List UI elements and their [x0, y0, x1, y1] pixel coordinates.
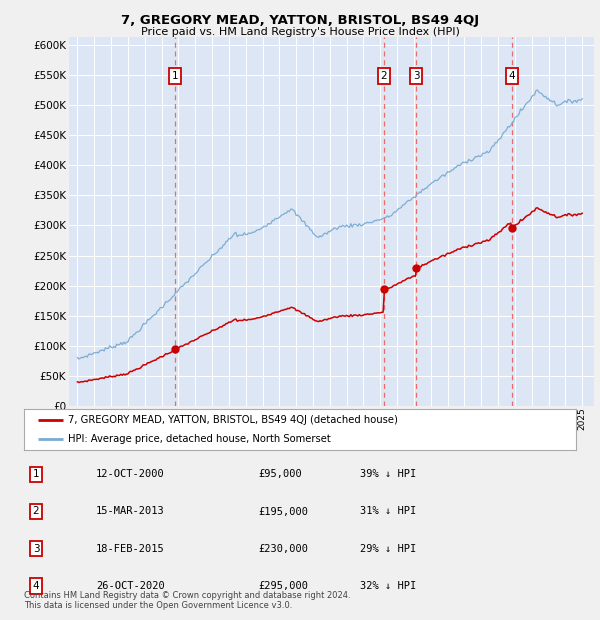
Text: 2: 2 [32, 507, 40, 516]
Text: £95,000: £95,000 [258, 469, 302, 479]
Text: HPI: Average price, detached house, North Somerset: HPI: Average price, detached house, Nort… [68, 433, 331, 444]
Text: £230,000: £230,000 [258, 544, 308, 554]
Text: Contains HM Land Registry data © Crown copyright and database right 2024.
This d: Contains HM Land Registry data © Crown c… [24, 591, 350, 610]
Text: 2: 2 [380, 71, 387, 81]
Text: 29% ↓ HPI: 29% ↓ HPI [360, 544, 416, 554]
Text: £195,000: £195,000 [258, 507, 308, 516]
Text: 32% ↓ HPI: 32% ↓ HPI [360, 581, 416, 591]
Text: Price paid vs. HM Land Registry's House Price Index (HPI): Price paid vs. HM Land Registry's House … [140, 27, 460, 37]
Text: 15-MAR-2013: 15-MAR-2013 [96, 507, 165, 516]
Text: 1: 1 [32, 469, 40, 479]
Text: 3: 3 [413, 71, 419, 81]
Text: 4: 4 [509, 71, 515, 81]
Text: 4: 4 [32, 581, 40, 591]
Text: 3: 3 [32, 544, 40, 554]
Text: 1: 1 [172, 71, 178, 81]
Text: 7, GREGORY MEAD, YATTON, BRISTOL, BS49 4QJ: 7, GREGORY MEAD, YATTON, BRISTOL, BS49 4… [121, 14, 479, 27]
Text: £295,000: £295,000 [258, 581, 308, 591]
Text: 12-OCT-2000: 12-OCT-2000 [96, 469, 165, 479]
Text: 31% ↓ HPI: 31% ↓ HPI [360, 507, 416, 516]
Text: 7, GREGORY MEAD, YATTON, BRISTOL, BS49 4QJ (detached house): 7, GREGORY MEAD, YATTON, BRISTOL, BS49 4… [68, 415, 398, 425]
Text: 18-FEB-2015: 18-FEB-2015 [96, 544, 165, 554]
Text: 39% ↓ HPI: 39% ↓ HPI [360, 469, 416, 479]
Text: 26-OCT-2020: 26-OCT-2020 [96, 581, 165, 591]
